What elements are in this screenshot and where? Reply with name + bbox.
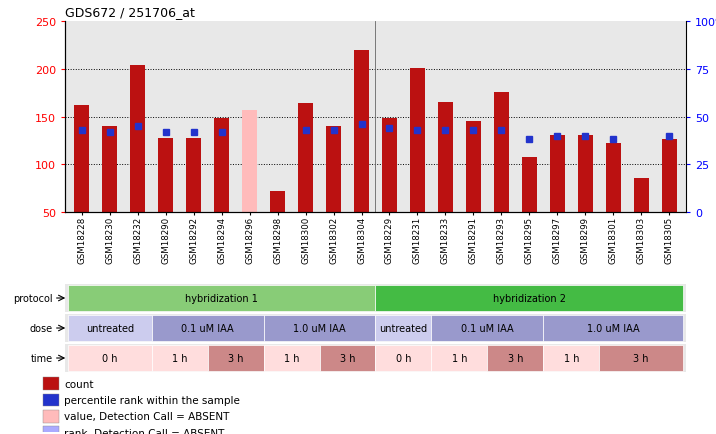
Bar bbox=[102, 127, 117, 213]
Bar bbox=[43, 378, 59, 390]
Bar bbox=[242, 111, 257, 213]
Text: percentile rank within the sample: percentile rank within the sample bbox=[64, 395, 241, 405]
Bar bbox=[437, 103, 453, 213]
Text: 1 h: 1 h bbox=[172, 353, 188, 363]
Bar bbox=[214, 119, 229, 213]
Text: 3 h: 3 h bbox=[634, 353, 649, 363]
Bar bbox=[130, 66, 145, 213]
Bar bbox=[550, 135, 565, 213]
Bar bbox=[465, 122, 481, 213]
Bar bbox=[270, 191, 285, 213]
Text: 1.0 uM IAA: 1.0 uM IAA bbox=[294, 323, 346, 333]
Bar bbox=[634, 178, 649, 213]
Text: count: count bbox=[64, 379, 94, 389]
Text: untreated: untreated bbox=[379, 323, 427, 333]
Bar bbox=[375, 345, 432, 371]
Bar bbox=[43, 426, 59, 434]
Text: protocol: protocol bbox=[13, 293, 52, 303]
Text: rank, Detection Call = ABSENT: rank, Detection Call = ABSENT bbox=[64, 427, 225, 434]
Bar bbox=[158, 138, 173, 213]
Bar bbox=[263, 316, 375, 341]
Bar bbox=[68, 286, 375, 311]
Bar bbox=[410, 69, 425, 213]
Text: 0 h: 0 h bbox=[396, 353, 411, 363]
Bar bbox=[152, 316, 263, 341]
Text: 3 h: 3 h bbox=[228, 353, 243, 363]
Bar bbox=[68, 345, 152, 371]
Text: hybridization 1: hybridization 1 bbox=[185, 293, 258, 303]
Text: dose: dose bbox=[29, 323, 52, 333]
Text: 0.1 uM IAA: 0.1 uM IAA bbox=[181, 323, 234, 333]
Bar bbox=[68, 316, 152, 341]
Bar bbox=[488, 345, 543, 371]
Text: 1 h: 1 h bbox=[563, 353, 579, 363]
Bar bbox=[599, 345, 683, 371]
Bar bbox=[354, 50, 369, 213]
Bar bbox=[494, 92, 509, 213]
Bar bbox=[543, 345, 599, 371]
Bar bbox=[74, 106, 90, 213]
Bar bbox=[432, 345, 488, 371]
Bar bbox=[578, 135, 593, 213]
Bar bbox=[375, 316, 432, 341]
Text: 3 h: 3 h bbox=[508, 353, 523, 363]
Text: value, Detection Call = ABSENT: value, Detection Call = ABSENT bbox=[64, 411, 230, 421]
Text: 0.1 uM IAA: 0.1 uM IAA bbox=[461, 323, 513, 333]
Bar bbox=[43, 394, 59, 407]
Bar bbox=[186, 139, 201, 213]
Text: 1 h: 1 h bbox=[452, 353, 467, 363]
Bar bbox=[208, 345, 263, 371]
Bar bbox=[43, 410, 59, 423]
Bar bbox=[543, 316, 683, 341]
Text: untreated: untreated bbox=[86, 323, 134, 333]
Bar bbox=[382, 119, 397, 213]
Bar bbox=[522, 157, 537, 213]
Bar bbox=[263, 345, 319, 371]
Text: hybridization 2: hybridization 2 bbox=[493, 293, 566, 303]
Text: 3 h: 3 h bbox=[340, 353, 355, 363]
Bar bbox=[326, 127, 342, 213]
Bar bbox=[662, 140, 677, 213]
Text: GDS672 / 251706_at: GDS672 / 251706_at bbox=[65, 7, 195, 20]
Bar bbox=[606, 144, 621, 213]
Bar bbox=[298, 104, 314, 213]
Text: 0 h: 0 h bbox=[102, 353, 117, 363]
Bar bbox=[319, 345, 375, 371]
Bar bbox=[152, 345, 208, 371]
Text: 1.0 uM IAA: 1.0 uM IAA bbox=[587, 323, 639, 333]
Text: time: time bbox=[31, 353, 52, 363]
Text: 1 h: 1 h bbox=[284, 353, 299, 363]
Bar bbox=[432, 316, 543, 341]
Bar bbox=[375, 286, 683, 311]
